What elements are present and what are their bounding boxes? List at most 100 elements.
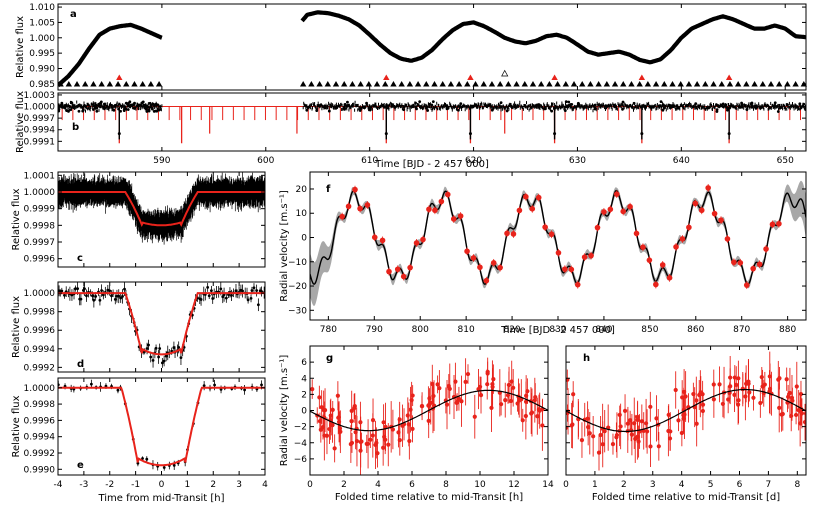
panel-h-rv-point: [632, 421, 637, 426]
panel-f-rv-point: [653, 281, 659, 288]
panel-a-triangle-marker: [316, 81, 323, 87]
panel-b-data-point: [63, 106, 67, 110]
panel-f-rv-point: [523, 193, 529, 200]
panel-h-rv-point: [798, 391, 804, 397]
panel-a-triangle-marker: [734, 81, 742, 87]
panel-h-rv-point: [643, 421, 649, 426]
panel-b-data-point: [105, 104, 109, 108]
panel-g-rv-point: [478, 393, 484, 398]
panel-c-ytick-label: 1.0001: [24, 171, 56, 181]
panel-d-data-point: [100, 289, 103, 292]
panel-b-xtick-label: 640: [673, 156, 690, 166]
panel-g-rv-point: [520, 418, 525, 423]
panel-b-data-point: [754, 107, 758, 110]
panel-h-rv-point: [697, 392, 702, 398]
panel-a-triangle-marker: [775, 81, 783, 87]
panel-b-data-point: [745, 108, 749, 111]
panel-e-ytick-label: 0.9992: [24, 449, 56, 459]
panel-h-rv-point: [617, 412, 622, 417]
panel-f-rv-point: [497, 264, 503, 271]
panel-h-xlabel: Folded time relative to mid-Transit [d]: [592, 492, 780, 503]
panel-a-transit-marker: [383, 74, 390, 80]
panel-g-rv-point: [317, 419, 322, 424]
panel-f-rv-point: [673, 244, 679, 250]
panel-a-triangle-marker: [603, 81, 611, 87]
panel-f-xtick-label: 790: [366, 325, 383, 335]
panel-h-rv-point: [728, 375, 733, 380]
panel-h-rv-point: [673, 387, 678, 393]
panel-a-triangle-marker: [718, 81, 725, 87]
panel-d-data-point: [179, 356, 183, 360]
panel-g-rv-point: [409, 398, 414, 403]
panel-b-data-point: [58, 107, 61, 111]
panel-b-data-point: [661, 103, 665, 107]
panel-g-rv-point: [310, 386, 315, 392]
panel-b-data-point: [72, 105, 76, 108]
panel-a-triangle-marker: [587, 81, 594, 87]
panel-a-triangle-marker: [123, 81, 130, 87]
panel-g-rv-point: [327, 426, 332, 432]
panel-f-rv-point: [490, 260, 497, 266]
panel-g-rv-point: [381, 420, 386, 425]
panel-b-data-point: [643, 104, 647, 108]
panel-f-rv-point: [444, 191, 451, 198]
panel-h-rv-point: [585, 416, 590, 421]
panel-h-rv-point: [751, 395, 756, 400]
panel-g-rv-point: [437, 386, 442, 391]
panel-f-ytick-label: −30: [288, 306, 307, 316]
panel-g-rv-point: [529, 410, 535, 415]
panel-b-data-point: [137, 103, 140, 107]
panel-h-rv-point: [629, 432, 634, 437]
panel-h-rv-point: [700, 408, 705, 414]
panel-e-xtick-label: 0: [159, 480, 165, 490]
panel-h-rv-point: [777, 405, 782, 410]
panel-e-xtick-label: -3: [79, 480, 88, 490]
panel-g-ylabel: Radial velocity [m.s⁻¹]: [279, 355, 290, 467]
panel-b-data-point: [759, 106, 763, 109]
panel-e-data-point: [260, 383, 263, 387]
panel-h-rv-point: [668, 429, 673, 434]
panel-h-rv-point: [717, 382, 722, 387]
panel-h-rv-point: [635, 414, 640, 419]
panel-g-rv-point: [348, 441, 353, 447]
panel-d-data-point: [91, 294, 94, 298]
panel-f-rv-point: [548, 231, 555, 238]
panel-d-data-point: [108, 289, 112, 293]
panel-g-rv-point: [485, 369, 490, 374]
panel-g-rv-point: [332, 446, 337, 451]
panel-b-data-point: [472, 104, 476, 108]
panel-b-data-point: [726, 108, 729, 112]
panel-b-data-point: [669, 106, 673, 109]
panel-d-data: [58, 282, 265, 368]
panel-d-data-point: [123, 287, 126, 291]
panel-b-data-point: [426, 109, 430, 112]
panel-f-rv-point: [737, 259, 744, 266]
panel-h-rv-point: [633, 436, 638, 442]
panel-h-rv-point: [799, 411, 805, 416]
panel-g-label: g: [326, 353, 333, 364]
panel-f-rv-point: [339, 213, 345, 220]
panel-b-data-point: [112, 108, 116, 112]
panel-g-rv-point: [428, 400, 433, 405]
panel-b-data-point: [147, 105, 150, 109]
panel-b-data-point: [715, 108, 719, 112]
panel-c-ytick-label: 0.9998: [24, 221, 56, 231]
panel-a-transit-marker: [725, 74, 733, 80]
panel-b-data-point: [798, 102, 802, 106]
panel-b-data-point: [430, 103, 434, 107]
panel-a-triangle-marker: [496, 81, 504, 87]
panel-d-data-point: [219, 287, 223, 291]
panel-b-data-point: [750, 105, 754, 109]
panel-h-rv-point: [625, 421, 630, 426]
panel-b-data-point: [694, 102, 698, 106]
panel-h-rv-point: [682, 412, 687, 417]
panel-d-ylabel: Relative flux: [11, 296, 22, 358]
panel-g-rv-point: [406, 422, 411, 427]
panel-d-data-point: [199, 298, 203, 301]
panel-e-data: [58, 379, 265, 471]
panel-f-xtick-label: 850: [641, 325, 658, 335]
panel-f-rv-point: [679, 236, 686, 242]
panel-g-rv-point: [352, 406, 357, 411]
panel-g-xtick-label: 12: [508, 480, 519, 490]
panel-a-triangle-marker: [341, 81, 348, 87]
